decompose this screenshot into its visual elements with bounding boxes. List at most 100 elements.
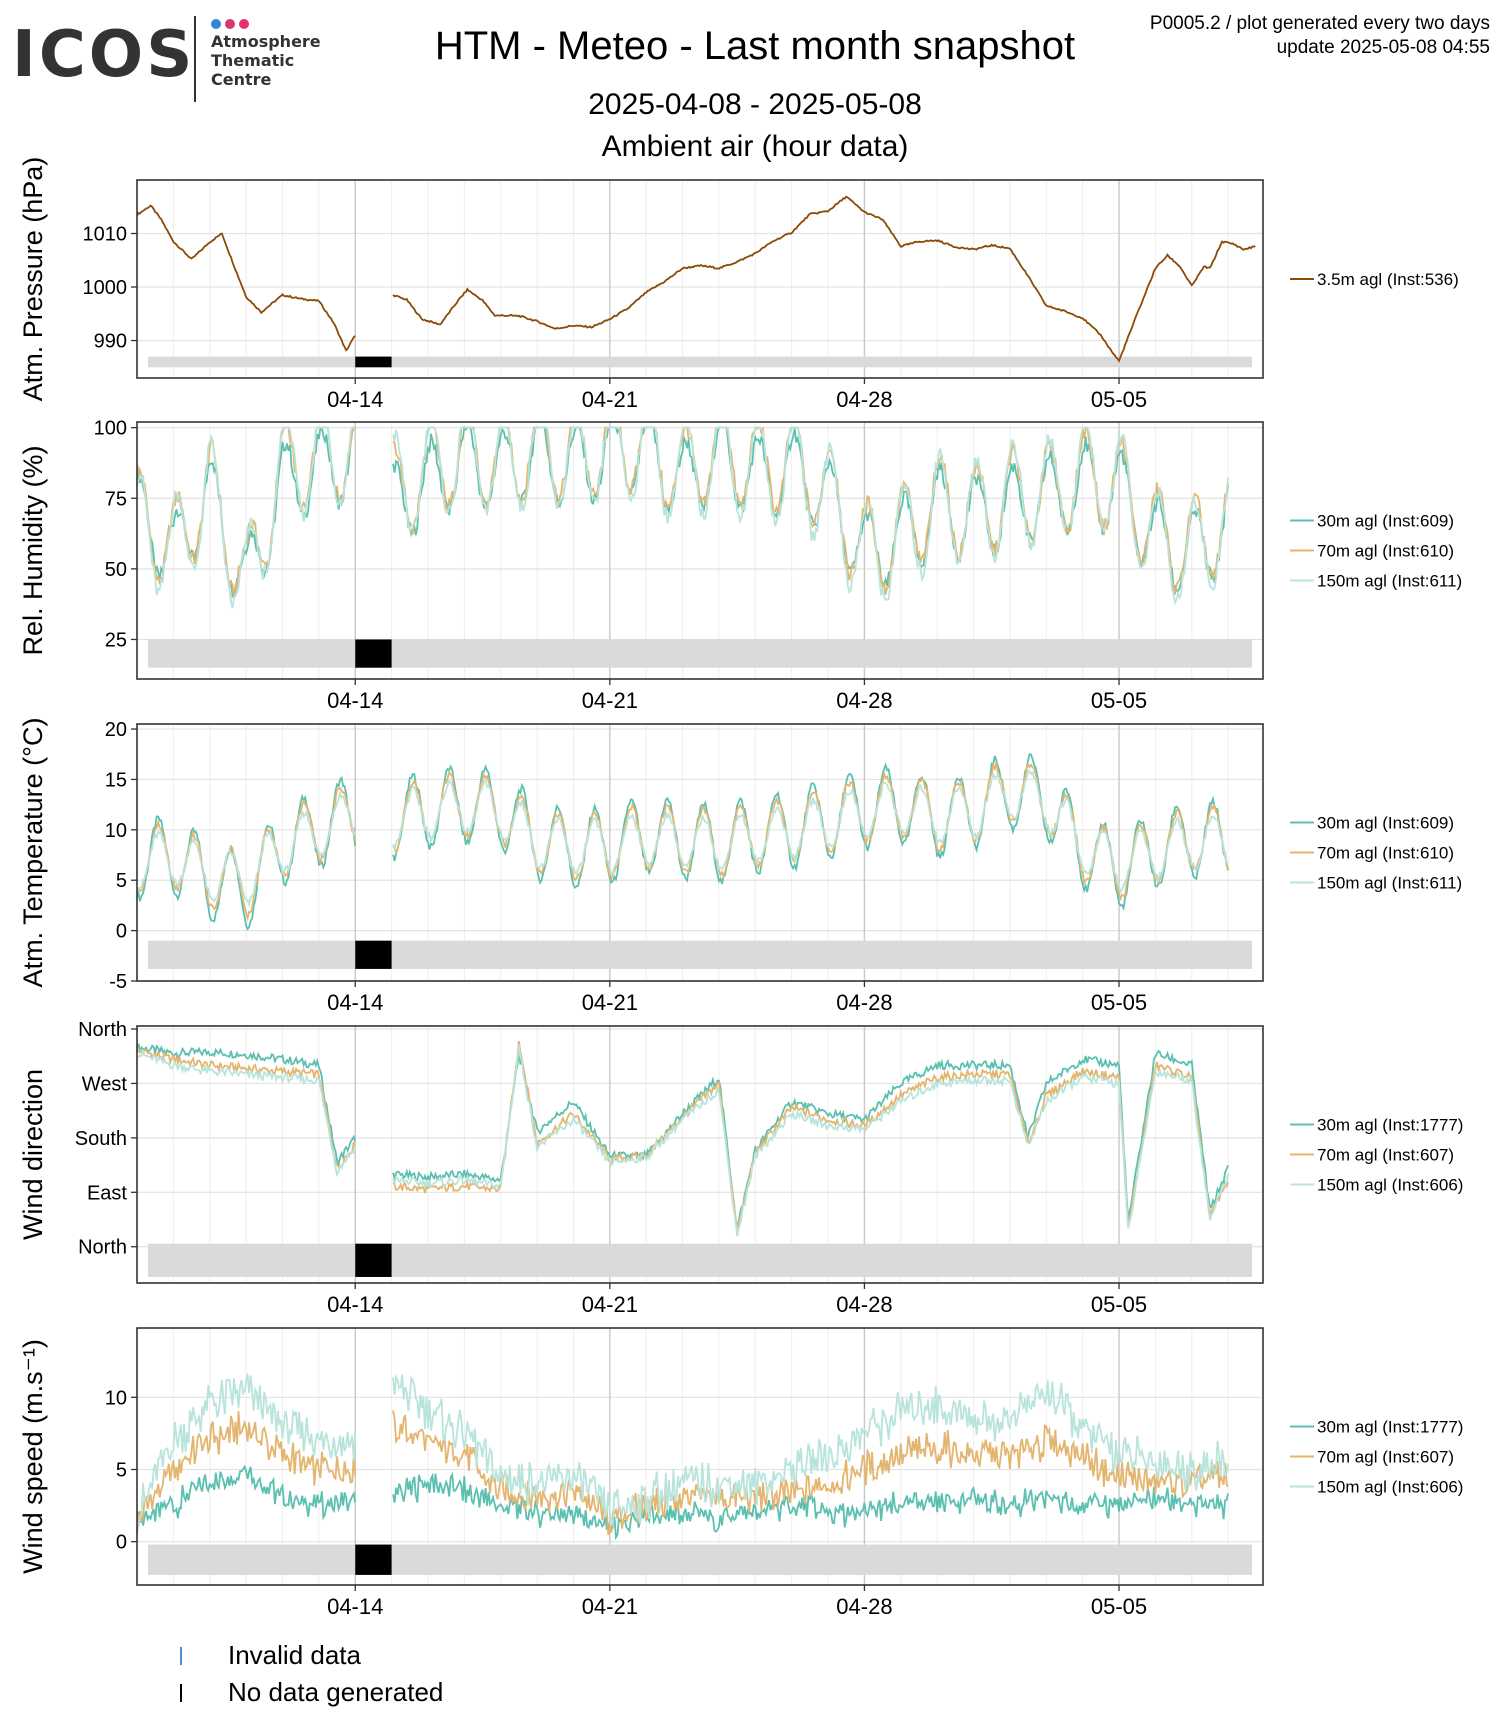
y-tick-label: 100	[94, 418, 127, 440]
y-tick-label: 5	[116, 870, 127, 892]
x-tick-label: 04-14	[327, 1594, 383, 1619]
y-tick-label: 5	[116, 1459, 127, 1481]
legend-invalid-label: Invalid data	[228, 1640, 361, 1670]
panel-frame	[136, 179, 1264, 379]
logo-line-3: Centre	[211, 70, 272, 89]
icos-logo: ICOS Atmosphere Thematic Centre	[8, 12, 328, 107]
legend-label: 150m agl (Inst:606)	[1317, 1478, 1463, 1497]
series-line-2	[136, 1410, 1229, 1536]
x-tick-label: 04-28	[836, 1292, 892, 1317]
section-title: Ambient air (hour data)	[601, 130, 909, 163]
y-tick-label: 1010	[83, 224, 128, 246]
legend-nodata: No data generated	[180, 1677, 443, 1708]
no-data-block	[355, 1243, 392, 1277]
x-tick-label: 04-21	[582, 688, 638, 713]
y-tick-label: North	[78, 1237, 127, 1259]
logo-dots-icon	[211, 16, 261, 29]
legend-label: 30m agl (Inst:1777)	[1317, 1418, 1463, 1437]
y-axis-title: Wind speed (m.s⁻¹)	[18, 1339, 48, 1574]
y-tick-label: North	[78, 1019, 127, 1041]
no-data-block	[355, 940, 392, 969]
status-band	[148, 639, 1252, 668]
x-tick-label: 04-28	[836, 990, 892, 1015]
no-data-block	[355, 1544, 392, 1575]
y-axis-title: Atm. Pressure (hPa)	[18, 157, 48, 402]
nodata-marker-icon	[180, 1684, 182, 1702]
x-tick-label: 04-14	[327, 990, 383, 1015]
y-tick-label: 990	[94, 331, 127, 353]
y-axis-title: Atm. Temperature (°C)	[18, 718, 48, 988]
chart-panel-4: North East South West North 04-14 04-21 04-28 05…	[18, 1019, 1463, 1317]
panel-frame	[136, 1025, 1264, 1284]
chart-panel-5: 0 5 10 04-14 04-21 04-28 05-05 Wind speed (m.s⁻…	[18, 1327, 1463, 1619]
legend-label: 70m agl (Inst:610)	[1317, 542, 1454, 561]
series-line-1	[136, 195, 1256, 363]
y-tick-label: -5	[109, 971, 127, 993]
x-tick-label: 04-21	[582, 1594, 638, 1619]
invalid-marker-icon	[180, 1647, 182, 1665]
x-tick-label: 04-14	[327, 387, 383, 412]
y-tick-label: 25	[105, 629, 127, 651]
chart-panel-1: 990 1000 1010 04-14 04-21 04-28 05-05 Atm. Pres…	[18, 157, 1459, 412]
panel-frame	[136, 421, 1264, 680]
logo-divider	[194, 16, 196, 102]
logo-wordmark: ICOS	[12, 18, 196, 92]
info-line-2: update 2025-05-08 04:55	[1276, 37, 1490, 58]
x-tick-label: 04-28	[836, 387, 892, 412]
x-tick-label: 04-28	[836, 1594, 892, 1619]
x-tick-label: 04-14	[327, 688, 383, 713]
y-axis-title: Rel. Humidity (%)	[18, 445, 48, 655]
panel-frame	[136, 723, 1264, 982]
y-tick-label: 15	[105, 769, 127, 791]
x-tick-label: 04-21	[582, 990, 638, 1015]
x-tick-label: 05-05	[1091, 990, 1147, 1015]
y-tick-label: South	[75, 1128, 127, 1150]
series-line-3	[136, 425, 1229, 609]
legend-label: 70m agl (Inst:607)	[1317, 1146, 1454, 1165]
legend-label: 30m agl (Inst:609)	[1317, 814, 1454, 833]
chart-panel-2: 25 50 75 100 04-14 04-21 04-28 05-05 Rel. Humidi…	[18, 418, 1462, 713]
x-tick-label: 04-21	[582, 1292, 638, 1317]
x-tick-label: 05-05	[1091, 688, 1147, 713]
date-range: 2025-04-08 - 2025-05-08	[588, 88, 922, 121]
info-line-1: P0005.2 / plot generated every two days	[1149, 13, 1490, 34]
series-line-3	[136, 769, 1229, 908]
y-tick-label: West	[82, 1073, 128, 1095]
y-tick-label: East	[87, 1182, 127, 1204]
x-tick-label: 05-05	[1091, 1292, 1147, 1317]
x-tick-label: 04-14	[327, 1292, 383, 1317]
y-tick-label: 75	[105, 488, 127, 510]
y-tick-label: 10	[105, 1387, 127, 1409]
panel-frame	[136, 1327, 1264, 1586]
status-band	[148, 356, 1252, 368]
legend-label: 70m agl (Inst:610)	[1317, 844, 1454, 863]
series-line-3	[136, 1044, 1229, 1237]
legend-label: 30m agl (Inst:609)	[1317, 512, 1454, 531]
legend-nodata-label: No data generated	[228, 1677, 444, 1707]
x-tick-label: 04-28	[836, 688, 892, 713]
page-title: HTM - Meteo - Last month snapshot	[434, 24, 1076, 68]
no-data-block	[355, 356, 392, 368]
x-tick-label: 05-05	[1091, 1594, 1147, 1619]
series-line-1	[136, 1464, 1229, 1541]
status-band	[148, 940, 1252, 969]
logo-line-2: Thematic	[211, 51, 295, 70]
y-tick-label: 20	[105, 719, 127, 741]
legend-label: 150m agl (Inst:606)	[1317, 1176, 1463, 1195]
legend-label: 150m agl (Inst:611)	[1317, 572, 1462, 591]
legend-label: 70m agl (Inst:607)	[1317, 1448, 1454, 1467]
y-tick-label: 10	[105, 820, 127, 842]
chart-panel-3: -5 0 5 10 15 20 04-14 04-21 04-28 05-05 Atm. Tempe…	[18, 718, 1462, 1015]
legend-label: 150m agl (Inst:611)	[1317, 874, 1462, 893]
legend-label: 30m agl (Inst:1777)	[1317, 1116, 1463, 1135]
no-data-block	[355, 639, 392, 668]
status-band	[148, 1243, 1252, 1277]
legend-label: 3.5m agl (Inst:536)	[1317, 270, 1459, 289]
y-tick-label: 1000	[83, 277, 128, 299]
y-axis-title: Wind direction	[18, 1069, 48, 1240]
y-tick-label: 50	[105, 559, 127, 581]
series-line-3	[136, 1373, 1229, 1529]
legend-invalid: Invalid data	[180, 1640, 361, 1671]
x-tick-label: 04-21	[582, 387, 638, 412]
